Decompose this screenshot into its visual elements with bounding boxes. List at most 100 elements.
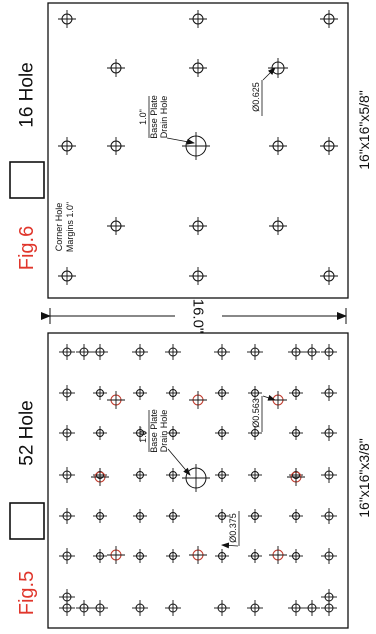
svg-text:Drain Hole: Drain Hole <box>159 410 169 453</box>
bolt-hole <box>93 549 107 563</box>
fig5-dia-large-note: Ø0.563 <box>251 394 276 432</box>
bolt-hole <box>76 600 92 616</box>
svg-text:1.0": 1.0" <box>138 109 148 125</box>
bolt-hole <box>58 10 76 28</box>
bolt-hole <box>93 426 107 440</box>
bolt-hole <box>289 549 303 563</box>
highlight-hole <box>107 546 125 564</box>
bolt-hole <box>107 59 125 77</box>
fig6-size: 16"x16"x5/8" <box>356 90 372 170</box>
dimension-text: 16.0" <box>190 299 207 334</box>
fig5-dia-small-note: Ø0.375 <box>221 511 240 549</box>
highlight-hole <box>269 391 287 409</box>
svg-text:Drain Hole: Drain Hole <box>159 96 169 139</box>
plate-outline-fig6 <box>47 2 349 299</box>
bolt-hole <box>133 468 147 482</box>
bolt-hole <box>214 344 230 360</box>
fig5-checkbox[interactable] <box>9 502 45 540</box>
bolt-hole <box>92 600 108 616</box>
bolt-hole <box>189 217 207 235</box>
bolt-hole <box>321 548 337 564</box>
bolt-hole <box>321 589 337 605</box>
highlight-hole <box>287 468 305 486</box>
bolt-hole <box>133 386 147 400</box>
svg-text:Margins 1.0": Margins 1.0" <box>65 202 75 252</box>
bolt-hole <box>166 509 180 523</box>
svg-text:Ø0.625: Ø0.625 <box>251 82 261 112</box>
bolt-hole <box>58 137 76 155</box>
bolt-hole <box>93 386 107 400</box>
bolt-hole <box>289 426 303 440</box>
bolt-hole <box>166 549 180 563</box>
bolt-hole <box>304 344 320 360</box>
bolt-hole <box>59 508 75 524</box>
bolt-hole <box>215 468 229 482</box>
bolt-hole <box>59 344 75 360</box>
svg-text:Ø0.375: Ø0.375 <box>228 513 238 543</box>
bolt-hole <box>269 137 287 155</box>
bolt-hole <box>189 267 207 285</box>
highlight-hole <box>107 391 125 409</box>
bolt-hole <box>166 468 180 482</box>
bolt-hole <box>215 549 229 563</box>
fig5-drain-note: 1.0" Base Plate Drain Hole <box>138 409 191 476</box>
bolt-hole <box>321 467 337 483</box>
bolt-hole <box>107 137 125 155</box>
bolt-hole <box>248 509 262 523</box>
bolt-hole <box>321 508 337 524</box>
highlight-hole <box>269 546 287 564</box>
bolt-hole <box>214 600 230 616</box>
bolt-hole <box>247 600 263 616</box>
fig6-label: Fig.6 <box>16 226 38 270</box>
fig5-holes <box>59 344 337 616</box>
svg-text:Base Plate: Base Plate <box>149 95 159 139</box>
bolt-hole <box>166 426 180 440</box>
bolt-hole <box>247 344 263 360</box>
bolt-hole <box>107 217 125 235</box>
highlight-hole <box>189 391 207 409</box>
bolt-hole <box>321 425 337 441</box>
bolt-hole <box>166 386 180 400</box>
bolt-hole <box>93 509 107 523</box>
bolt-hole <box>189 10 207 28</box>
bolt-hole <box>215 509 229 523</box>
svg-text:Base Plate: Base Plate <box>149 409 159 453</box>
bolt-hole <box>165 344 181 360</box>
highlight-hole <box>189 546 207 564</box>
bolt-hole <box>248 549 262 563</box>
highlight-hole <box>91 468 109 486</box>
bolt-hole <box>248 468 262 482</box>
bolt-hole <box>268 58 288 78</box>
bolt-hole <box>189 59 207 77</box>
bolt-hole <box>248 426 262 440</box>
fig6-drain-note: 1.0" Base Plate Drain Hole <box>138 95 195 145</box>
bolt-hole <box>304 600 320 616</box>
bolt-hole <box>215 426 229 440</box>
bolt-hole <box>133 549 147 563</box>
bolt-hole <box>92 344 108 360</box>
fig5-label: Fig.5 <box>16 571 38 615</box>
bolt-hole <box>132 344 148 360</box>
bolt-hole <box>59 589 75 605</box>
bolt-hole <box>288 600 304 616</box>
fig6-checkbox[interactable] <box>9 161 45 199</box>
bolt-hole <box>59 385 75 401</box>
svg-text:1.0": 1.0" <box>138 427 148 443</box>
bolt-hole <box>320 10 338 28</box>
bolt-hole <box>321 344 337 360</box>
fig5-size: 16"x16"x3/8" <box>356 438 372 518</box>
fig6-corner-note: Corner Hole Margins 1.0" <box>54 202 75 252</box>
bolt-hole <box>320 267 338 285</box>
width-dimension: 16.0" <box>41 299 347 334</box>
bolt-hole <box>321 385 337 401</box>
bolt-hole <box>58 267 76 285</box>
bolt-hole <box>215 386 229 400</box>
drain-hole <box>182 464 210 492</box>
fig5-hole-count: 52 Hole <box>17 400 38 466</box>
bolt-hole <box>59 548 75 564</box>
bolt-hole <box>59 425 75 441</box>
bolt-hole <box>165 600 181 616</box>
fig6-hole-count: 16 Hole <box>17 62 38 128</box>
bolt-hole <box>289 386 303 400</box>
plate-outline-fig5 <box>47 332 349 629</box>
